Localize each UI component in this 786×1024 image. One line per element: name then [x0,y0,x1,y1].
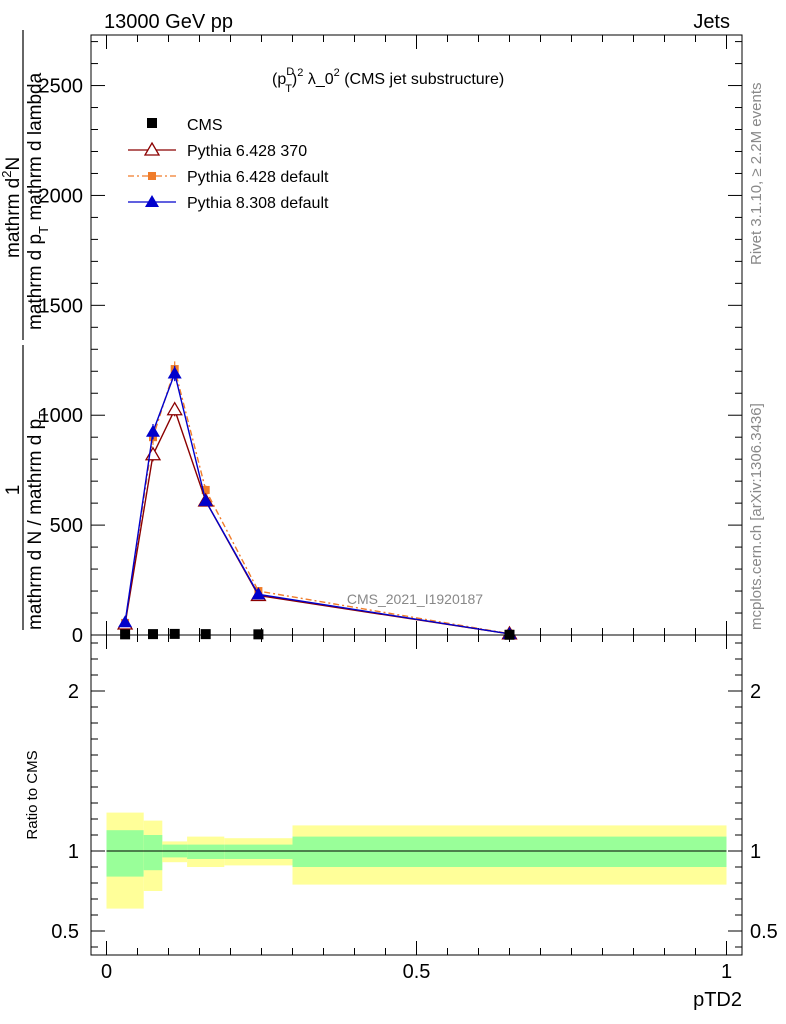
y-tick-label: 0 [72,625,83,647]
title-sup-2b: 2 [334,67,340,79]
ylabel-num-sup: 2 [0,171,14,178]
y-tick-label: 1000 [39,405,84,427]
y-tick-label: 2500 [39,76,84,98]
title-sub-t: T [285,83,292,95]
title-sup-d: D [286,66,294,78]
title-close: ) [292,71,297,88]
title-rest: (CMS jet substructure) [340,71,504,88]
ylabel-den-part1: mathrm d p [25,234,46,330]
ylabel-prefactor-denominator: mathrm d N / mathrm d pT [25,411,51,630]
ylabel-numerator: mathrm d2N [0,157,24,258]
ratio-y-tick-label-right: 1 [750,841,761,863]
ratio-tick-labels: 0.5 0.5 1 1 2 2 0 0.5 1 [51,681,778,983]
ylabel-num-part1: mathrm d [3,178,24,258]
ylabel-pre-den-part1: mathrm d N / mathrm d p [25,419,46,630]
main-series-layer [116,361,518,640]
data-point-py6-370 [144,446,162,461]
ylabel-den-sub: T [36,226,51,234]
analysis-watermark: CMS_2021_I1920187 [347,591,483,607]
title-sup-2: 2 [297,67,303,79]
legend-label-cms: CMS [187,117,223,134]
ratio-y-tick-label-right: 2 [750,681,761,703]
ratio-band-inner [187,844,225,859]
ylabel-denominator: mathrm d pT mathrm d lambda [25,72,51,330]
data-point-py8-default [251,587,266,600]
y-tick-label: 2000 [39,185,84,207]
data-point-py6-370 [166,401,183,416]
ratio-y-tick-label-left: 0.5 [51,921,79,943]
mcplots-side-label: mcplots.cern.ch [arXiv:1306.3436] [748,403,765,630]
data-point-cms [253,629,264,640]
ratio-y-tick-label-right: 0.5 [750,921,778,943]
data-point-cms [148,629,158,640]
rivet-side-label: Rivet 3.1.10, ≥ 2.2M events [748,83,765,266]
data-point-py8-default [167,366,182,379]
ratio-band-inner [143,835,163,871]
data-point-py6-default [201,485,210,494]
legend-marker-py6-370 [143,141,161,156]
data-point-py8-default [198,493,213,506]
main-y-axis-label: 1 mathrm d N / mathrm d pT mathrm d2N ma… [0,30,51,630]
legend-label-py6-370: Pythia 6.428 370 [187,143,307,160]
title-open: (p [272,71,286,88]
ratio-band-inner [292,836,727,867]
ratio-bands-layer [106,812,727,909]
x-axis-label: pTD2 [693,989,742,1011]
legend: CMS Pythia 6.428 370 Pythia 6.428 defaul… [128,117,329,212]
ylabel-den-part2: mathrm d lambda [25,72,46,226]
ylabel-pre-den-sub: T [36,411,51,419]
ratio-y-tick-label-left: 2 [68,681,79,703]
y-tick-label: 1500 [39,295,84,317]
main-y-tick-labels: 0 500 1000 1500 2000 2500 [39,76,84,647]
ratio-plot-frame [90,634,743,956]
legend-marker-py6-default [148,172,156,180]
x-tick-label: 0.5 [403,961,431,983]
ylabel-num-part2: N [3,157,24,171]
plot-title: (pD T)2 λ_02 (CMS jet substructure) [272,66,504,95]
header-left: 13000 GeV pp [104,11,233,33]
data-point-py8-default [146,424,160,437]
series-line [124,371,510,635]
data-point-py8-default [118,615,133,628]
legend-label-py8-default: Pythia 8.308 default [187,195,329,212]
ratio-axis-ticks [91,635,742,955]
series-line [124,407,510,635]
legend-marker-py8-default [145,195,159,207]
x-tick-label: 0 [101,961,112,983]
data-point-cms [169,628,180,639]
data-point-cms [200,629,211,640]
ratio-y-tick-label-left: 1 [68,841,79,863]
header-right: Jets [693,11,730,33]
title-lambda: λ_0 [303,71,333,88]
ylabel-prefactor-numerator: 1 [3,485,24,496]
y-tick-label: 500 [50,515,83,537]
legend-marker-cms [147,118,157,128]
legend-label-py6-default: Pythia 6.428 default [187,169,329,186]
ratio-y-axis-label: Ratio to CMS [24,750,41,839]
data-point-cms [120,629,131,640]
ratio-band-inner [224,844,293,859]
x-tick-label: 1 [721,961,732,983]
ratio-band-inner [106,830,144,877]
